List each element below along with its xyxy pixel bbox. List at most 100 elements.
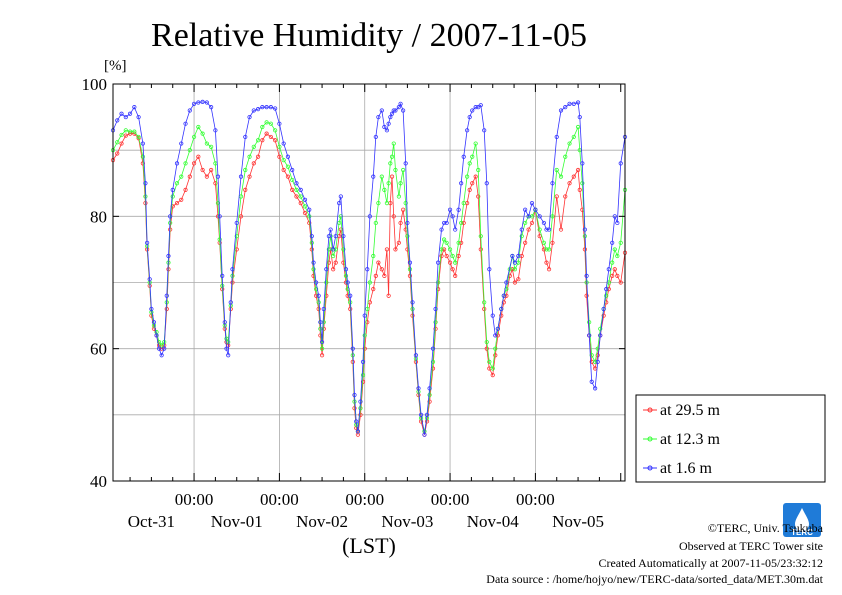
data-point (382, 124, 387, 130)
data-point (341, 234, 346, 239)
data-point (391, 214, 396, 219)
data-point (541, 220, 547, 226)
data-point (215, 201, 221, 206)
data-point (209, 144, 214, 149)
data-point (461, 220, 466, 226)
data-point (228, 300, 233, 305)
data-point (376, 201, 381, 206)
data-point (501, 300, 506, 305)
data-point (136, 114, 141, 120)
data-point (546, 267, 552, 272)
data-point (587, 333, 592, 338)
data-point (459, 220, 464, 226)
created-text: Created Automatically at 2007-11-05/23:3… (598, 556, 823, 570)
data-point (386, 121, 391, 126)
data-point (541, 240, 547, 245)
data-point (459, 181, 464, 186)
data-point (179, 197, 184, 202)
y-tick-label: 60 (90, 340, 107, 359)
data-point (298, 201, 303, 206)
data-point (234, 220, 239, 226)
data-point (550, 181, 555, 186)
data-point (264, 105, 269, 110)
data-point (512, 267, 518, 272)
data-point (436, 260, 441, 265)
water-drop-icon (795, 508, 809, 531)
data-point (119, 141, 124, 146)
data-point (523, 240, 528, 245)
data-point (331, 267, 336, 272)
data-point (307, 207, 312, 212)
data-point (123, 133, 128, 138)
data-point (264, 131, 269, 136)
data-point (367, 280, 372, 285)
data-point (294, 194, 299, 199)
data-point (533, 207, 538, 212)
data-point (123, 128, 128, 133)
data-point (277, 144, 282, 149)
data-point (298, 187, 303, 192)
data-point (115, 118, 120, 123)
data-point (159, 353, 164, 358)
data-point (537, 234, 542, 239)
data-point (277, 154, 282, 159)
data-point (490, 373, 495, 378)
data-point (563, 105, 568, 110)
data-point (473, 105, 478, 110)
data-point (127, 129, 133, 134)
data-point (595, 359, 600, 364)
data-point (567, 141, 572, 146)
data-point (268, 134, 273, 140)
data-point (290, 167, 295, 173)
data-point (373, 134, 378, 140)
data-point (302, 204, 308, 209)
data-point (294, 187, 299, 192)
data-point (341, 247, 346, 252)
data-point (220, 273, 225, 278)
data-point (388, 114, 393, 120)
data-point (391, 108, 396, 113)
data-point (384, 247, 390, 252)
data-point (604, 287, 609, 292)
data-point (523, 220, 528, 226)
data-point (610, 240, 615, 245)
data-point (490, 366, 495, 371)
data-point (487, 267, 492, 272)
data-point (427, 392, 432, 398)
data-point (396, 105, 401, 110)
data-point (352, 392, 357, 398)
data-point (360, 359, 366, 364)
data-point (575, 167, 581, 173)
data-point (260, 124, 265, 130)
data-point (447, 207, 453, 212)
data-point (393, 167, 398, 173)
data-point (580, 181, 585, 186)
data-point (307, 220, 312, 226)
data-point (618, 161, 623, 166)
x-axis-label: (LST) (342, 533, 396, 558)
data-point (348, 293, 353, 298)
data-point (187, 174, 192, 179)
data-point (379, 174, 384, 179)
observed-text: Observed at TERC Tower site (679, 539, 823, 553)
data-point (604, 293, 609, 298)
data-point (132, 129, 137, 134)
data-point (398, 101, 403, 106)
data-point (495, 326, 500, 331)
data-point (456, 253, 461, 259)
data-point (243, 134, 248, 140)
data-point (398, 181, 403, 186)
data-point (512, 280, 518, 285)
data-point (281, 157, 286, 163)
data-point (413, 353, 419, 358)
series-at-12-3-m (110, 120, 628, 434)
data-point (441, 237, 447, 242)
data-point (612, 214, 617, 219)
data-point (482, 300, 487, 305)
legend: at 29.5 m at 12.3 m at 1.6 m (635, 394, 826, 483)
data-point (345, 293, 350, 298)
legend-label: at 29.5 m (660, 402, 721, 419)
data-point (338, 227, 343, 232)
data-point (410, 300, 415, 305)
data-point (333, 247, 338, 252)
